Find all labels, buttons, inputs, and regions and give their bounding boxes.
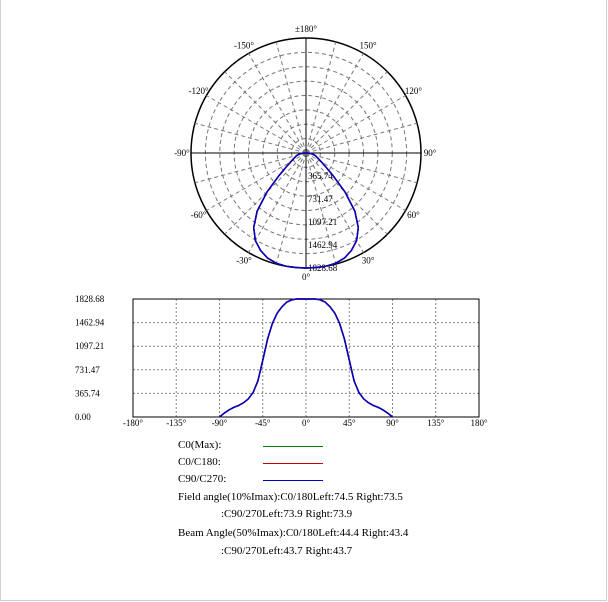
- polar-grid-spoke: [194, 152, 307, 184]
- line-x-tick-label: -135°: [166, 418, 186, 428]
- line-y-tick-label: 1462.94: [75, 318, 105, 328]
- line-series-curve: [219, 298, 393, 418]
- polar-angle-label: ±180°: [295, 24, 317, 34]
- legend-label-c90c270: C90/C270:: [178, 473, 227, 485]
- polar-radial-label: 731.47: [308, 194, 333, 204]
- line-x-tick-label: 135°: [427, 418, 445, 428]
- polar-angle-label: 60°: [407, 210, 420, 220]
- polar-angle-label: 30°: [362, 255, 375, 265]
- field-angle-c0: Field angle(10%Imax):C0/180Left:74.5 Rig…: [178, 491, 403, 503]
- line-x-tick-label: 45°: [343, 418, 356, 428]
- polar-grid-spoke: [305, 95, 406, 154]
- polar-angle-label: 90°: [424, 148, 437, 158]
- polar-angle-label: 150°: [359, 41, 377, 51]
- polar-grid-spoke: [305, 53, 364, 154]
- line-x-tick-label: 180°: [470, 418, 488, 428]
- polar-grid-spoke: [305, 122, 418, 154]
- polar-angle-label: -90°: [174, 148, 190, 158]
- polar-angle-label: -30°: [236, 255, 252, 265]
- legend-swatch-c0max: [263, 446, 323, 447]
- polar-grid-spoke: [305, 152, 418, 184]
- line-y-tick-label: 1097.21: [75, 341, 104, 351]
- polar-radial-label: 1097.21: [308, 217, 337, 227]
- polar-angle-label: -120°: [189, 86, 209, 96]
- polar-angle-label: 120°: [405, 86, 423, 96]
- line-chart: 0.00 365.74 731.47 1097.21 1462.94 1828.68 -18…: [75, 294, 488, 428]
- polar-radial-label: 1828.68: [308, 263, 338, 273]
- line-x-tick-label: -90°: [212, 418, 228, 428]
- line-x-tick-label: 0°: [302, 418, 311, 428]
- legend-label-c0max: C0(Max):: [178, 439, 222, 451]
- polar-grid-spoke: [275, 152, 307, 265]
- beam-angle-c0: Beam Angle(50%Imax):C0/180Left:44.4 Righ…: [178, 527, 409, 539]
- line-y-tick-label: 1828.68: [75, 294, 105, 304]
- polar-radial-label: 365.74: [308, 171, 333, 181]
- legend-swatch-c0c180: [263, 463, 323, 464]
- polar-grid-spoke: [305, 152, 337, 265]
- polar-chart: ±180° 150° 120° 90° 60° 30° 0° -30° -60° -90° -120…: [174, 24, 437, 282]
- field-angle-c90: :C90/270Left:73.9 Right:73.9: [221, 508, 353, 520]
- line-y-tick-label: 365.74: [75, 388, 100, 398]
- polar-grid-spoke: [248, 152, 307, 253]
- legend-label-c0c180: C0/C180:: [178, 456, 221, 468]
- line-x-tick-label: -180°: [123, 418, 143, 428]
- beam-angle-c90: :C90/270Left:43.7 Right:43.7: [221, 545, 353, 557]
- legend-swatch-c90c270: [263, 480, 323, 481]
- polar-angle-label: 0°: [302, 272, 311, 282]
- line-x-tick-label: 90°: [386, 418, 399, 428]
- polar-radial-label: 1462.94: [308, 240, 338, 250]
- polar-series-curve: [252, 152, 360, 269]
- line-y-tick-label: 0.00: [75, 412, 91, 422]
- polar-angle-label: -150°: [234, 41, 254, 51]
- polar-grid-spoke: [224, 71, 307, 154]
- polar-grid-spoke: [275, 41, 307, 154]
- line-x-tick-label: -45°: [255, 418, 271, 428]
- line-y-tick-label: 731.47: [75, 365, 100, 375]
- polar-grid-spoke: [305, 41, 337, 154]
- polar-grid-spoke: [194, 122, 307, 154]
- polar-grid-spoke: [248, 53, 307, 154]
- polar-grid-spoke: [206, 152, 307, 211]
- polar-grid-spoke: [305, 152, 364, 253]
- polar-grid-spoke: [206, 95, 307, 154]
- polar-grid-spoke: [305, 152, 406, 211]
- polar-grid-spoke: [305, 71, 388, 154]
- polar-angle-label: -60°: [191, 210, 207, 220]
